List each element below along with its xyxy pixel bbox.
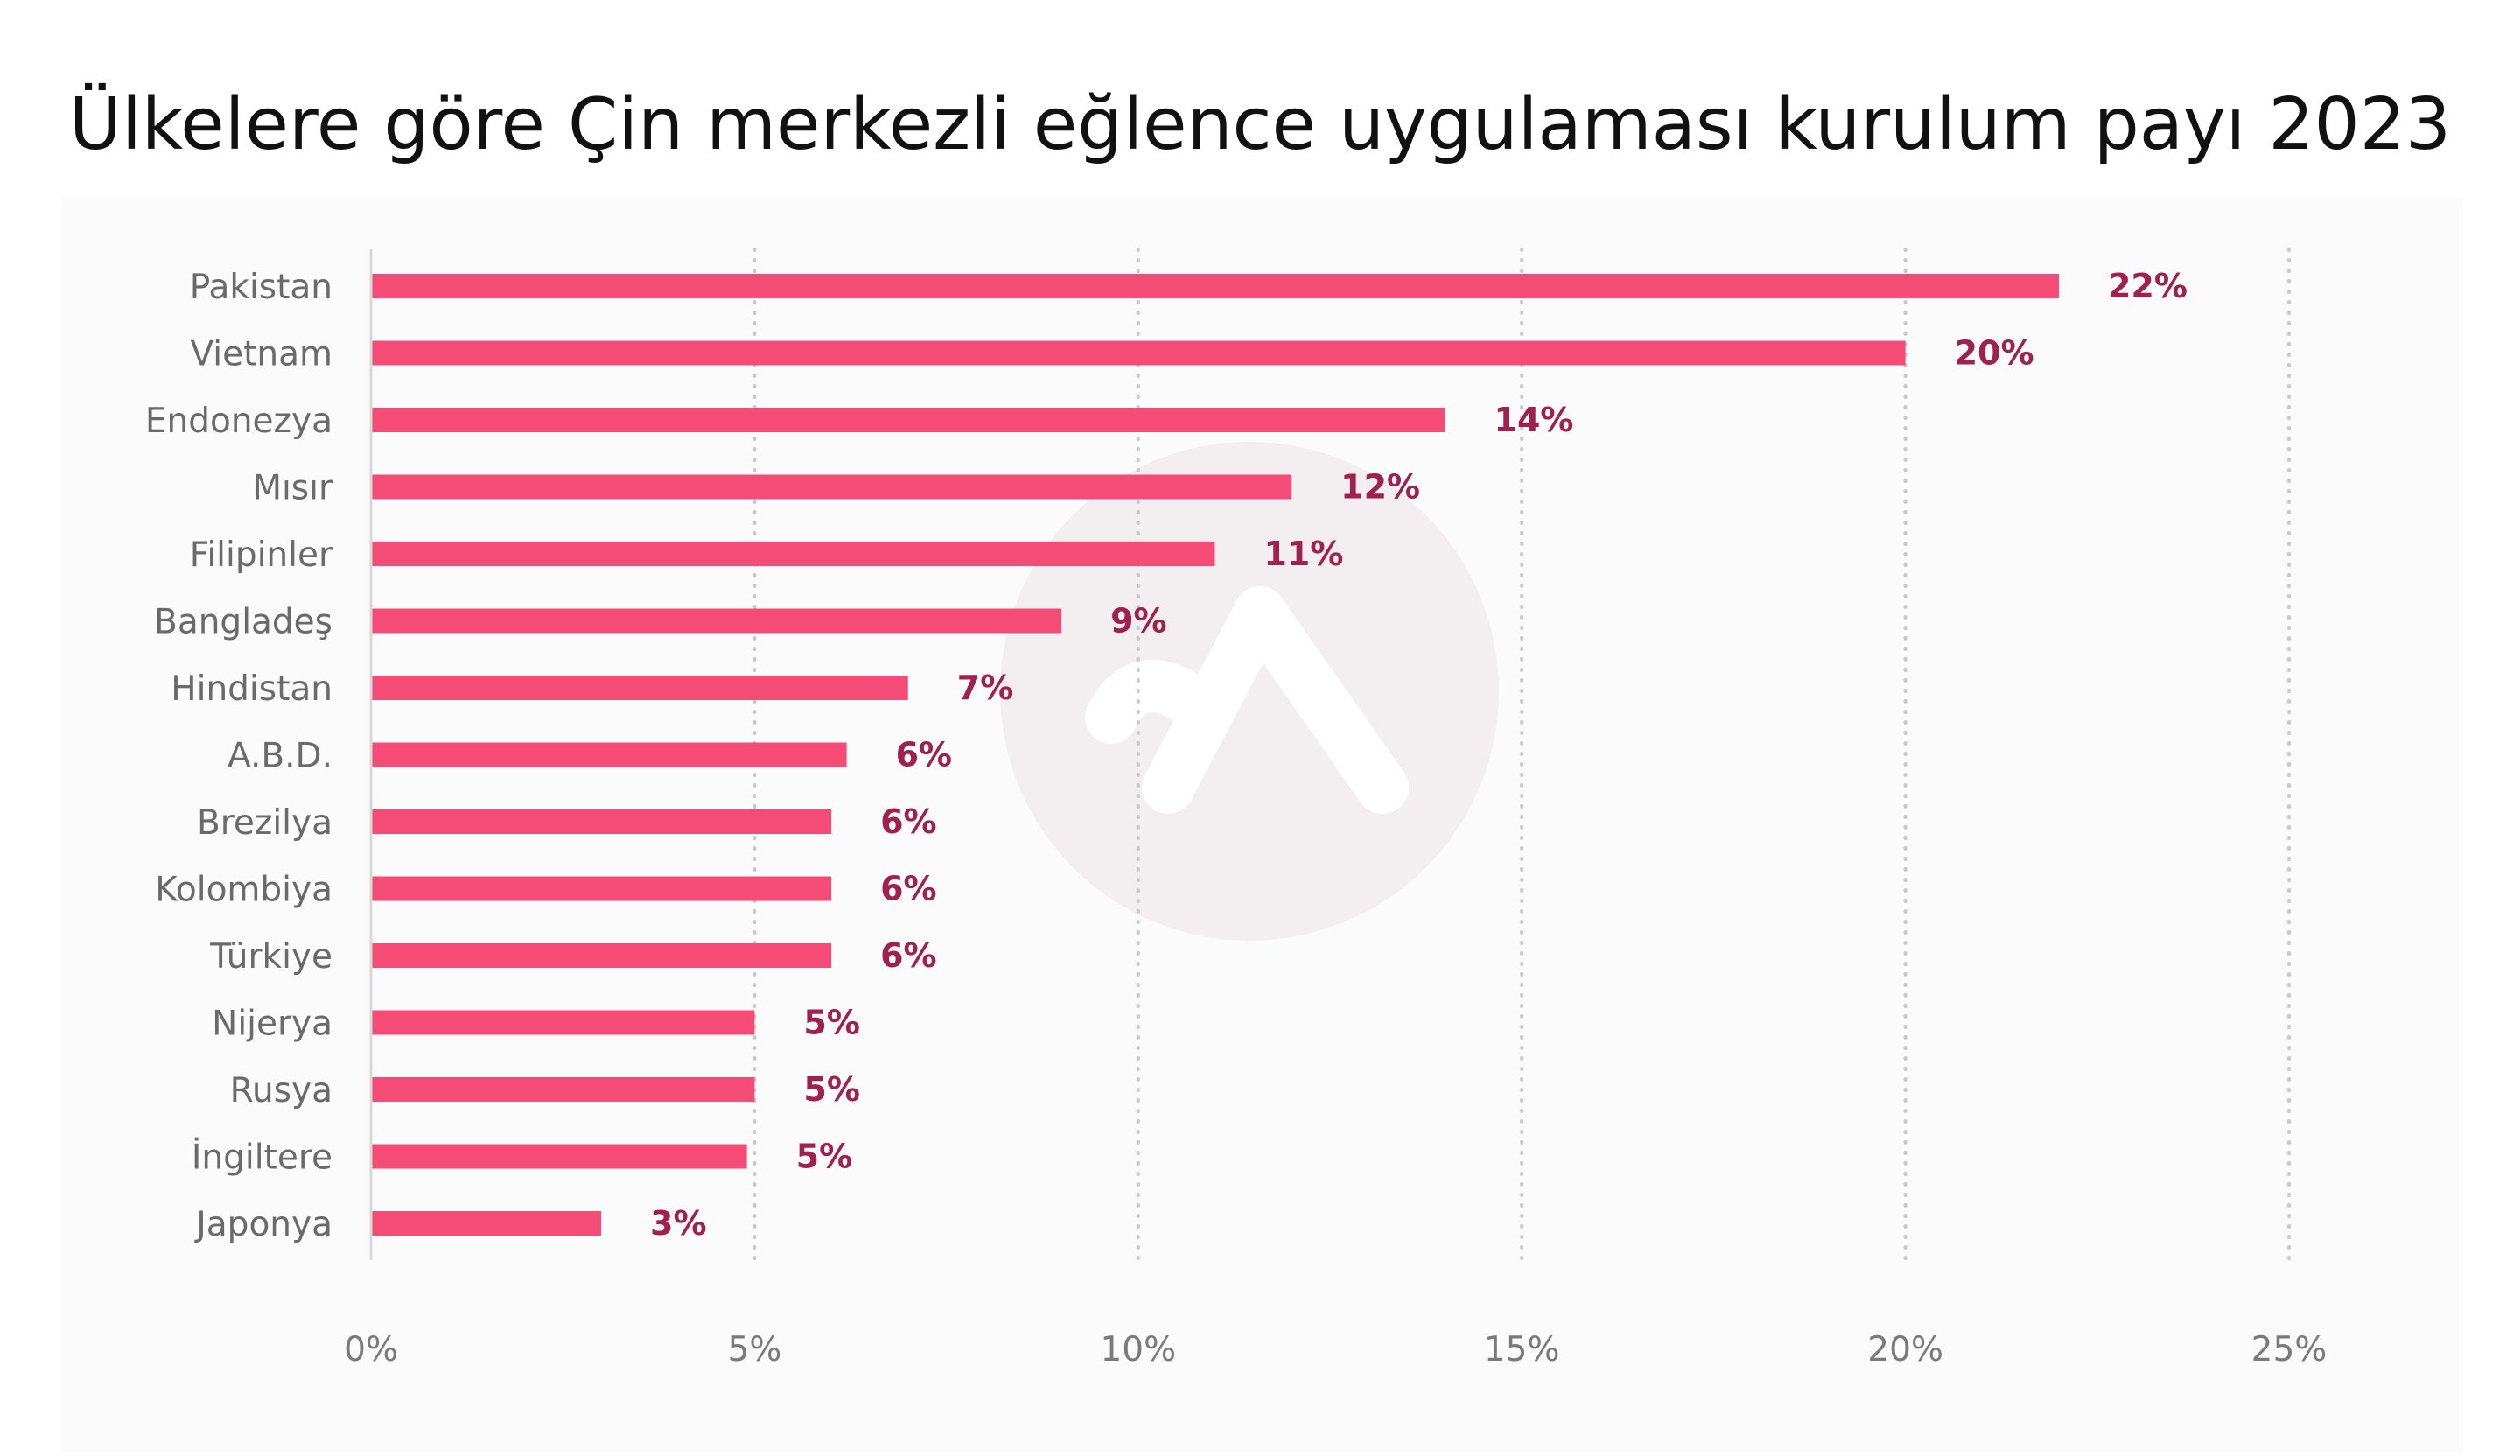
category-label: Japonya (193, 1205, 332, 1244)
category-label: Rusya (230, 1071, 332, 1110)
x-tick-label: 25% (2251, 1330, 2328, 1369)
category-label: İngiltere (192, 1138, 332, 1178)
bar (371, 809, 832, 834)
data-label: 12% (1340, 468, 1420, 507)
data-label: 6% (880, 936, 937, 975)
bar (371, 542, 1215, 566)
data-label: 14% (1494, 401, 1574, 439)
watermark-circle (1000, 442, 1499, 941)
category-label: Nijerya (212, 1004, 332, 1044)
data-label: 5% (803, 1004, 860, 1042)
bar (371, 1211, 602, 1236)
x-tick-labels: 0% 5% 10% 15% 20% 25% (344, 1330, 2327, 1369)
bars (371, 274, 2059, 1236)
bar (371, 876, 832, 901)
x-tick-label: 5% (727, 1330, 781, 1369)
x-tick-label: 15% (1484, 1330, 1560, 1369)
category-label: Hindistan (171, 669, 332, 709)
bar (371, 676, 908, 700)
data-labels: 22%20%14%12%11%9%7%6%6%6%6%5%5%5%3% (650, 267, 2188, 1242)
data-label: 3% (650, 1204, 707, 1242)
category-labels: Pakistan Vietnam Endonezya Mısır Filipinler B… (145, 268, 333, 1244)
bar (371, 408, 1446, 432)
bar (371, 340, 1906, 366)
bar (371, 943, 832, 968)
data-label: 20% (1955, 334, 2034, 373)
bar (371, 274, 2059, 298)
data-label: 5% (796, 1138, 853, 1176)
x-tick-label: 20% (1867, 1330, 1943, 1369)
category-label: Mısır (252, 469, 333, 508)
category-label: Kolombiya (155, 871, 332, 910)
category-label: Endonezya (145, 402, 332, 441)
category-label: Bangladeş (154, 603, 332, 642)
chart-title: Ülkelere göre Çin merkezli eğlence uygul… (68, 83, 2452, 166)
bar (371, 742, 847, 767)
data-label: 9% (1110, 602, 1167, 640)
x-tick-label: 10% (1100, 1330, 1176, 1369)
bar (371, 474, 1292, 500)
bar (371, 1077, 755, 1102)
bar (371, 608, 1062, 634)
x-tick-label: 0% (344, 1330, 398, 1369)
data-label: 6% (880, 802, 937, 841)
category-label: Filipinler (190, 536, 333, 575)
data-label: 11% (1264, 535, 1343, 573)
category-label: Vietnam (190, 335, 332, 374)
category-label: Türkiye (209, 937, 332, 976)
app-logo-watermark-icon (1000, 442, 1499, 941)
data-label: 6% (896, 736, 953, 774)
bar (371, 1010, 755, 1035)
bar (371, 1144, 747, 1169)
data-label: 5% (803, 1070, 860, 1109)
category-label: Pakistan (190, 268, 332, 307)
data-label: 22% (2108, 267, 2188, 305)
category-label: Brezilya (197, 803, 332, 843)
watermark-glyph (1085, 586, 1409, 814)
data-label: 6% (880, 870, 937, 908)
data-label: 7% (957, 668, 1014, 707)
category-label: A.B.D. (228, 737, 332, 776)
